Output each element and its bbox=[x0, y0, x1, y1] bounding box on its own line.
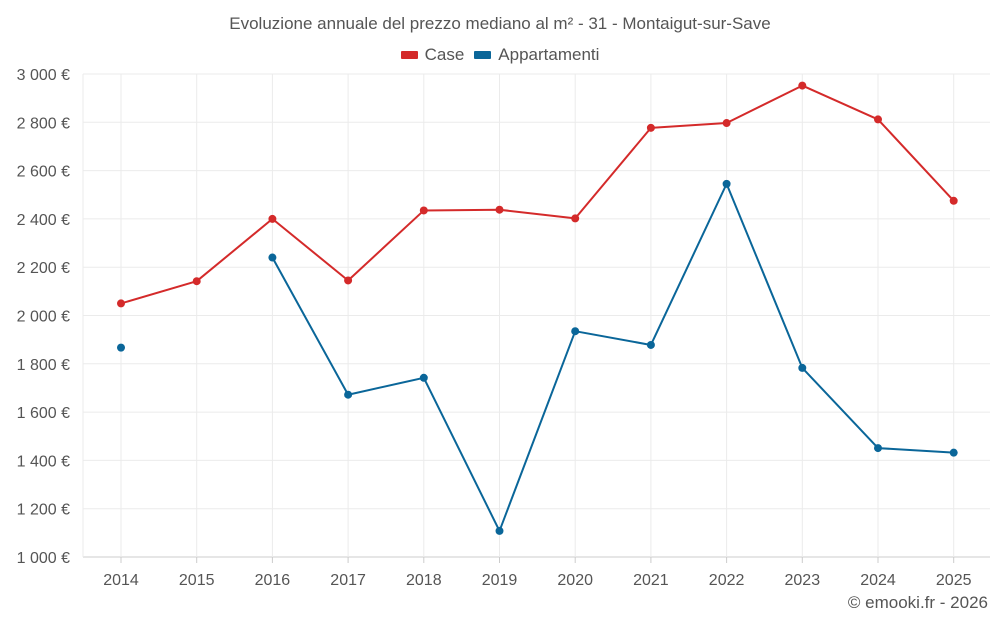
data-point-appartamenti bbox=[117, 343, 125, 352]
y-tick-label: 1 400 € bbox=[17, 453, 70, 470]
data-point-appartamenti bbox=[344, 390, 353, 399]
x-tick-label: 2025 bbox=[936, 572, 972, 589]
x-tick-label: 2022 bbox=[709, 572, 745, 589]
y-tick-label: 1 800 € bbox=[17, 357, 70, 374]
x-tick-label: 2018 bbox=[406, 572, 442, 589]
data-point-appartamenti bbox=[495, 526, 504, 535]
legend: Case Appartamenti bbox=[0, 45, 1000, 65]
legend-swatch-appartamenti bbox=[474, 51, 492, 59]
legend-label-case: Case bbox=[424, 45, 465, 64]
data-point-case bbox=[495, 205, 504, 214]
x-tick-label: 2019 bbox=[482, 572, 518, 589]
x-tick-label: 2017 bbox=[330, 572, 366, 589]
data-point-case bbox=[419, 206, 428, 215]
legend-item-case[interactable]: Case bbox=[400, 45, 465, 65]
data-point-case bbox=[798, 81, 807, 90]
data-point-appartamenti bbox=[949, 448, 958, 457]
legend-item-appartamenti[interactable]: Appartamenti bbox=[474, 45, 599, 65]
data-point-appartamenti bbox=[268, 253, 277, 262]
data-point-case bbox=[722, 119, 731, 128]
data-point-case bbox=[117, 299, 125, 308]
y-tick-label: 2 000 € bbox=[17, 309, 70, 326]
data-point-case bbox=[268, 214, 277, 223]
x-tick-label: 2014 bbox=[103, 572, 139, 589]
legend-swatch-case bbox=[400, 51, 418, 59]
data-point-case bbox=[192, 277, 201, 286]
series-line-case bbox=[120, 84, 955, 305]
y-tick-label: 2 800 € bbox=[17, 115, 70, 132]
x-tick-label: 2023 bbox=[785, 572, 821, 589]
data-point-case bbox=[874, 115, 882, 124]
y-tick-label: 2 200 € bbox=[17, 260, 70, 277]
data-point-case bbox=[571, 214, 580, 223]
y-tick-label: 1 200 € bbox=[17, 502, 70, 519]
y-tick-label: 3 000 € bbox=[17, 67, 70, 84]
x-tick-label: 2021 bbox=[633, 572, 669, 589]
credit-text: © emooki.fr - 2026 bbox=[847, 593, 988, 612]
data-point-appartamenti bbox=[798, 363, 807, 372]
data-point-appartamenti bbox=[571, 327, 580, 336]
chart-title: Evoluzione annuale del prezzo mediano al… bbox=[229, 14, 771, 33]
data-point-appartamenti bbox=[722, 179, 731, 188]
x-tick-label: 2020 bbox=[557, 572, 593, 589]
data-point-case bbox=[344, 276, 353, 285]
data-point-case bbox=[646, 123, 655, 132]
series-line-appartamenti bbox=[271, 182, 954, 532]
x-tick-label: 2015 bbox=[179, 572, 215, 589]
data-point-appartamenti bbox=[874, 444, 882, 453]
legend-label-appartamenti: Appartamenti bbox=[498, 45, 600, 64]
data-point-appartamenti bbox=[646, 340, 655, 349]
x-tick-label: 2024 bbox=[860, 572, 896, 589]
data-point-case bbox=[949, 196, 958, 205]
data-point-appartamenti bbox=[419, 373, 428, 382]
y-tick-label: 2 600 € bbox=[17, 164, 70, 181]
x-tick-label: 2016 bbox=[255, 572, 291, 589]
y-tick-label: 1 600 € bbox=[17, 405, 70, 422]
y-tick-label: 2 400 € bbox=[17, 212, 70, 229]
y-tick-label: 1 000 € bbox=[17, 550, 70, 567]
